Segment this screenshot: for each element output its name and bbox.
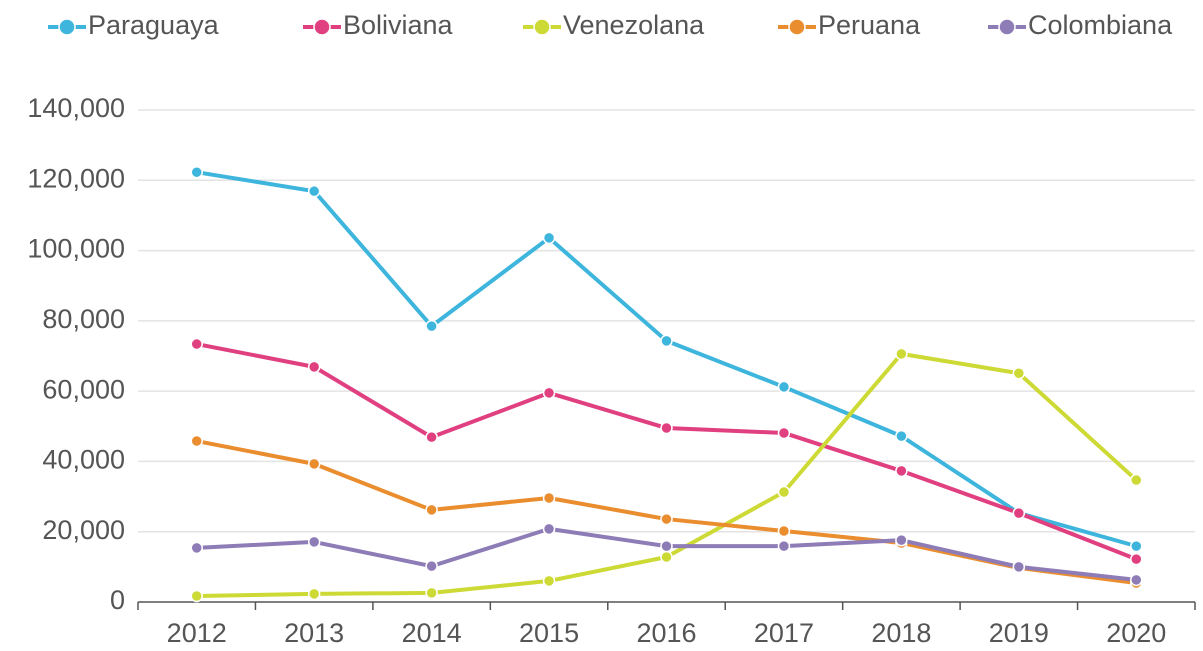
point bbox=[542, 231, 556, 245]
point bbox=[425, 430, 438, 444]
point bbox=[1130, 539, 1143, 553]
legend-marker bbox=[788, 18, 806, 36]
x-tick-label: 2017 bbox=[754, 618, 814, 648]
point bbox=[660, 550, 673, 564]
x-tick-label: 2016 bbox=[636, 618, 696, 648]
point bbox=[1012, 366, 1026, 380]
legend-marker bbox=[998, 18, 1016, 36]
y-tick-label: 60,000 bbox=[42, 374, 125, 404]
x-tick-label: 2015 bbox=[519, 618, 579, 648]
point bbox=[307, 535, 321, 549]
point bbox=[190, 165, 203, 179]
point bbox=[895, 347, 908, 361]
point bbox=[190, 337, 203, 351]
legend-label: Venezolana bbox=[563, 10, 705, 40]
point bbox=[895, 533, 908, 547]
point bbox=[190, 541, 203, 555]
x-tick-label: 2012 bbox=[167, 618, 227, 648]
point bbox=[660, 512, 673, 526]
point bbox=[660, 539, 673, 553]
point bbox=[777, 485, 791, 499]
point bbox=[425, 319, 438, 333]
legend-marker bbox=[313, 18, 331, 36]
legend-marker bbox=[58, 18, 76, 36]
point bbox=[895, 429, 908, 443]
point bbox=[425, 559, 438, 573]
point bbox=[307, 360, 321, 374]
series-line bbox=[196, 170, 1137, 549]
point bbox=[542, 574, 556, 588]
y-tick-label: 20,000 bbox=[42, 515, 125, 545]
x-tick-label: 2020 bbox=[1106, 618, 1166, 648]
point bbox=[1012, 560, 1026, 574]
point bbox=[660, 421, 673, 435]
point bbox=[660, 334, 673, 348]
point bbox=[1130, 473, 1143, 487]
point bbox=[425, 503, 438, 517]
point bbox=[895, 464, 908, 478]
legend-label: Colombiana bbox=[1028, 10, 1173, 40]
point bbox=[542, 386, 556, 400]
point bbox=[542, 522, 556, 536]
legend-marker bbox=[533, 18, 551, 36]
point bbox=[777, 524, 791, 538]
point bbox=[777, 380, 791, 394]
series-line bbox=[196, 342, 1138, 561]
point bbox=[425, 586, 438, 600]
y-tick-label: 0 bbox=[110, 585, 125, 615]
y-tick-label: 100,000 bbox=[27, 234, 125, 264]
point bbox=[777, 426, 791, 440]
y-tick-label: 120,000 bbox=[27, 163, 125, 193]
point bbox=[1130, 552, 1143, 566]
point bbox=[307, 184, 321, 198]
point bbox=[190, 434, 203, 448]
point bbox=[307, 457, 321, 471]
x-tick-label: 2018 bbox=[871, 618, 931, 648]
legend-label: Boliviana bbox=[343, 10, 454, 40]
point bbox=[307, 587, 321, 601]
x-tick-label: 2013 bbox=[284, 618, 344, 648]
point bbox=[542, 491, 556, 505]
legend-label: Paraguaya bbox=[88, 10, 220, 40]
y-tick-label: 140,000 bbox=[27, 93, 125, 123]
y-tick-label: 40,000 bbox=[42, 445, 125, 475]
y-tick-label: 80,000 bbox=[42, 304, 125, 334]
point bbox=[1130, 573, 1143, 587]
x-tick-label: 2014 bbox=[402, 618, 462, 648]
x-tick-label: 2019 bbox=[989, 618, 1049, 648]
legend-label: Peruana bbox=[818, 10, 921, 40]
point bbox=[190, 589, 203, 603]
point bbox=[1012, 506, 1026, 520]
point bbox=[777, 539, 791, 553]
